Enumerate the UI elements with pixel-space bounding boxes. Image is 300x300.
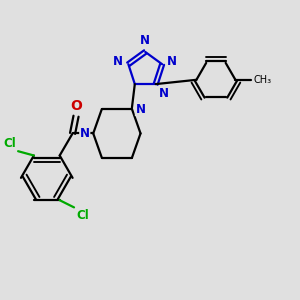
Text: Cl: Cl [3, 137, 16, 150]
Text: N: N [113, 55, 123, 68]
Text: N: N [167, 55, 177, 68]
Text: N: N [159, 87, 169, 100]
Text: N: N [135, 103, 146, 116]
Text: N: N [80, 127, 90, 140]
Text: Cl: Cl [76, 209, 89, 222]
Text: CH₃: CH₃ [253, 75, 271, 85]
Text: O: O [70, 99, 82, 113]
Text: N: N [140, 34, 150, 47]
